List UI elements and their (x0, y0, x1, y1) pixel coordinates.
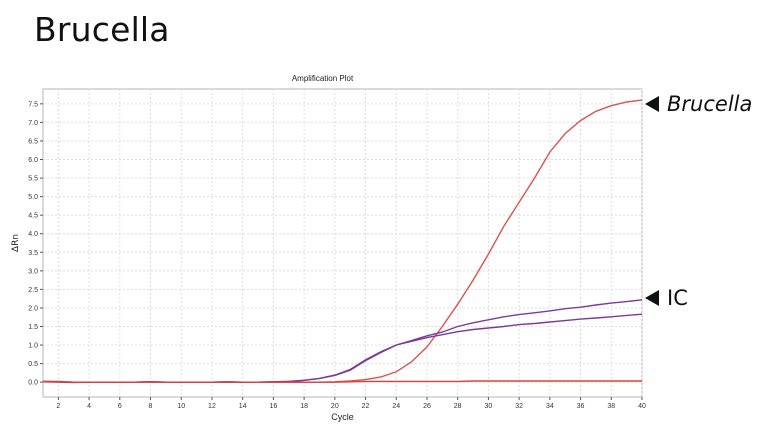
x-tick-label: 8 (149, 403, 153, 410)
brucella-annotation-label: Brucella (667, 92, 753, 116)
y-tick-label: 3.0 (28, 268, 38, 275)
y-tick-label: 6.5 (28, 138, 38, 145)
ic-annotation: IC (645, 286, 688, 310)
x-tick-label: 34 (546, 403, 554, 410)
x-tick-label: 22 (362, 403, 370, 410)
y-tick-label: 0.5 (28, 361, 38, 368)
chart-title: Amplification Plot (292, 74, 354, 83)
x-tick-label: 24 (392, 403, 400, 410)
x-tick-label: 36 (577, 403, 585, 410)
x-tick-label: 40 (638, 403, 646, 410)
x-axis-label: Cycle (331, 412, 354, 422)
y-tick-label: 7.0 (28, 120, 38, 127)
grid (43, 89, 643, 397)
x-tick-label: 14 (239, 403, 247, 410)
y-tick-label: 1.0 (28, 343, 38, 350)
y-tick-label: 5.0 (28, 194, 38, 201)
plot-area (42, 88, 643, 398)
y-tick-label: 6.0 (28, 157, 38, 164)
x-tick-label: 38 (607, 403, 615, 410)
y-tick-label: 4.5 (28, 213, 38, 220)
x-tick-label: 4 (87, 403, 91, 410)
x-tick-label: 12 (208, 403, 216, 410)
brucella-annotation: Brucella (645, 92, 752, 116)
left-arrow-icon (645, 96, 659, 112)
y-tick-label: 5.5 (28, 176, 38, 183)
y-tick-label: 2.0 (28, 305, 38, 312)
ic-annotation-label: IC (667, 286, 688, 310)
y-tick-label: 3.5 (28, 250, 38, 257)
y-tick-label: 4.0 (28, 231, 38, 238)
x-tick-label: 32 (515, 403, 523, 410)
x-tick-label: 16 (269, 403, 277, 410)
x-tick-label: 10 (177, 403, 185, 410)
x-tick-label: 28 (454, 403, 462, 410)
page-heading: Brucella (34, 10, 170, 49)
left-arrow-icon (645, 290, 659, 306)
x-tick-label: 18 (300, 403, 308, 410)
y-axis-label: ΔRn (11, 234, 21, 252)
y-tick-label: 0.0 (28, 380, 38, 387)
y-tick-label: 2.5 (28, 287, 38, 294)
series-line-4 (43, 380, 642, 383)
x-tick-label: 26 (423, 403, 431, 410)
x-tick-label: 30 (485, 403, 493, 410)
x-tick-label: 2 (56, 403, 60, 410)
x-tick-label: 6 (118, 403, 122, 410)
x-tick-label: 20 (331, 403, 339, 410)
y-tick-label: 1.5 (28, 324, 38, 331)
y-tick-label: 7.5 (28, 101, 38, 108)
